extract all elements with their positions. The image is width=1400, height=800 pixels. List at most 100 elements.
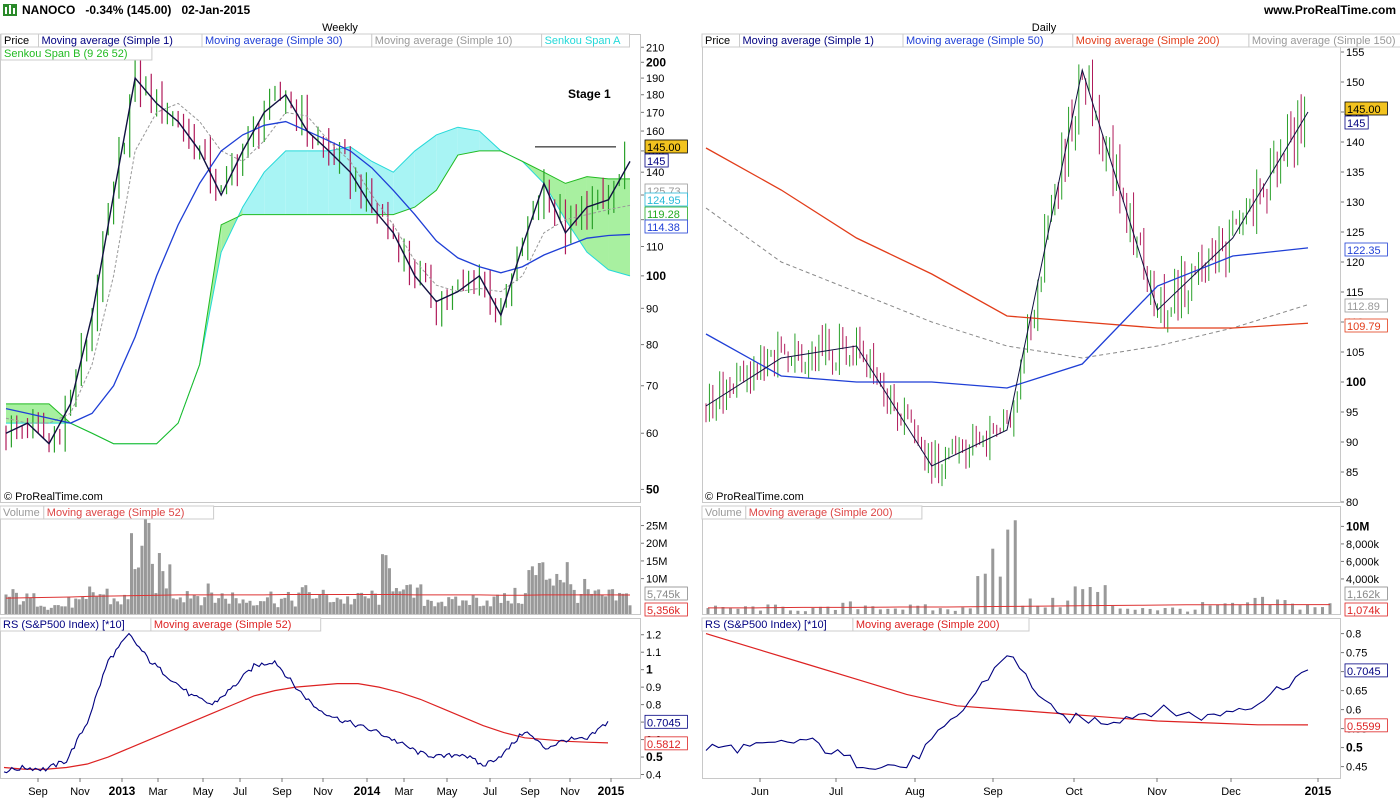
weekly-volume-bar [272, 603, 276, 614]
weekly-y-tick: 180 [646, 90, 664, 102]
daily-volume-bar [728, 608, 732, 614]
weekly-volume-bar [283, 597, 287, 614]
weekly-volume-bar [572, 589, 576, 614]
weekly-volume-bar [447, 597, 451, 614]
daily-volume-bar [758, 610, 762, 614]
weekly-volume-bar [112, 598, 116, 614]
weekly-volume-bar [102, 594, 106, 614]
daily-x-label: Aug [905, 786, 925, 798]
daily-legend-label: Moving average (Simple 150) [1252, 35, 1396, 47]
weekly-volume-bar [300, 587, 304, 614]
weekly-x-label: 2013 [109, 784, 136, 798]
weekly-volume-bar [433, 606, 437, 614]
weekly-volume-bar [401, 589, 405, 614]
weekly-volume-bar [548, 578, 552, 614]
daily-volume-bar [1291, 603, 1295, 614]
weekly-x-label: Sep [272, 786, 292, 798]
daily-volume-bar [1178, 608, 1182, 614]
weekly-volume-bar [231, 592, 235, 614]
daily-volume-bar [818, 606, 822, 614]
daily-y-tick: 150 [1346, 77, 1364, 89]
weekly-volume-bar [56, 605, 60, 614]
weekly-volume-bar [499, 602, 503, 614]
daily-legend-label: Price [705, 35, 730, 47]
weekly-volume-bar [46, 609, 50, 614]
daily-price-label-box [1344, 242, 1388, 257]
weekly-volume-bar [241, 599, 245, 614]
weekly-price-label-box [644, 192, 688, 207]
daily-rs-frame [702, 618, 1341, 779]
weekly-volume-bar [419, 584, 423, 614]
weekly-volume-label: 5,356k [647, 605, 681, 617]
weekly-volume-bar [4, 594, 8, 614]
daily-volume-bar [751, 606, 755, 614]
weekly-x-label: Mar [395, 786, 414, 798]
daily-y-tick: 125 [1346, 227, 1364, 239]
weekly-volume-bar [14, 592, 18, 614]
weekly-volume-bar [150, 563, 154, 614]
weekly-title: Weekly [322, 22, 358, 34]
ichimoku-cloud-segment [264, 150, 286, 215]
weekly-volume-bar [307, 592, 311, 614]
weekly-volume-bar [440, 601, 444, 614]
daily-price-label-box [1344, 318, 1388, 333]
daily-volume-bar [931, 610, 935, 614]
weekly-rs-tick: 0.4 [646, 770, 661, 782]
weekly-volume-bar [339, 599, 343, 614]
daily-volume-bar [781, 606, 785, 614]
weekly-rs-label: 0.5812 [647, 739, 681, 751]
weekly-volume-bar [551, 585, 555, 614]
daily-volume-bar [803, 611, 807, 614]
weekly-x-label: Jul [233, 786, 247, 798]
weekly-volume-bar [356, 592, 360, 614]
daily-volume-label: 1,074k [1347, 605, 1381, 617]
weekly-volume-bar [426, 599, 430, 614]
ichimoku-cloud-segment [285, 150, 308, 215]
weekly-volume-bar [377, 604, 381, 614]
weekly-volume-bar [105, 588, 109, 614]
price-change: -0.34% (145.00) [85, 3, 172, 17]
weekly-volume-bar [213, 602, 217, 614]
daily-volume-bar [736, 608, 740, 614]
weekly-x-label: Mar [149, 786, 168, 798]
weekly-x-label: Nov [313, 786, 333, 798]
daily-volume-bar [1276, 599, 1280, 614]
weekly-price-label-box [644, 219, 688, 234]
weekly-legend-box [0, 46, 153, 61]
weekly-volume-bar [60, 606, 64, 614]
weekly-volume-bar [140, 545, 144, 614]
weekly-rs-label: 0.7045 [647, 717, 681, 729]
weekly-volume-bar [475, 597, 479, 614]
website-link[interactable]: www.ProRealTime.com [1263, 3, 1396, 17]
weekly-volume-bar [25, 593, 29, 614]
weekly-x-label: May [193, 786, 214, 798]
weekly-volume-bar [42, 606, 46, 614]
daily-volume-bar [1246, 602, 1250, 614]
weekly-volume-bar [199, 605, 203, 614]
daily-rs-legend-label: RS (S&P500 Index) [*10] [705, 619, 827, 631]
weekly-volume-bar [618, 592, 622, 614]
weekly-volume-bar [597, 589, 601, 614]
weekly-volume-bar [628, 605, 632, 614]
daily-volume-bar [1013, 520, 1017, 614]
daily-rs-tick: 0.75 [1346, 648, 1367, 660]
weekly-volume-bar [576, 602, 580, 614]
weekly-volume-bar [88, 586, 92, 614]
weekly-volume-bar [154, 593, 158, 614]
weekly-volume-bar [461, 600, 465, 614]
daily-volume-bar [1088, 587, 1092, 614]
weekly-volume-legend-label: Moving average (Simple 52) [47, 507, 185, 519]
daily-volume-label-box [1344, 602, 1388, 617]
daily-rs-tick: 0.65 [1346, 686, 1367, 698]
weekly-rs-tick: 0.8 [646, 700, 661, 712]
daily-x-label: Nov [1147, 786, 1167, 798]
weekly-volume-bar [489, 606, 493, 614]
daily-volume-bar [1043, 607, 1047, 614]
weekly-rs-label-box [644, 736, 688, 751]
daily-rs-label: 0.5599 [1347, 721, 1381, 733]
weekly-y-tick: 60 [646, 428, 658, 440]
weekly-volume-bar [206, 583, 210, 614]
ichimoku-cloud-segment [307, 150, 329, 215]
weekly-rs-tick: 1 [646, 663, 653, 677]
daily-x-label: Jun [751, 786, 769, 798]
